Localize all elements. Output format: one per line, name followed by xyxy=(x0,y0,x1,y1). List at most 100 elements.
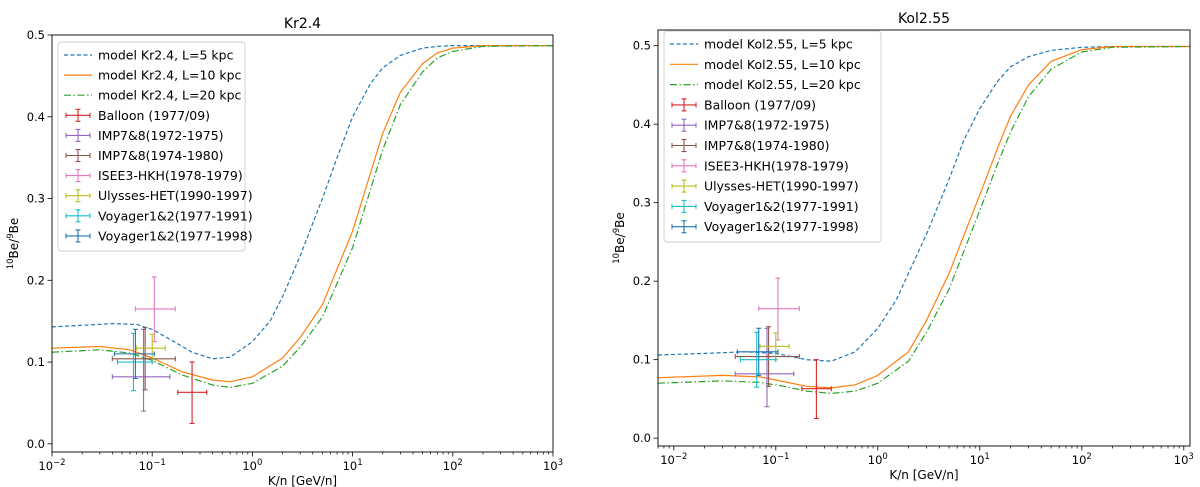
chart0-panel: Kr2.4 10−2 10−1 100 101 102 103 0.0 0.1 0.2 0.3 0.4… xyxy=(6,16,563,487)
chart1-legend-label: model Kol2.55, L=20 kpc xyxy=(704,77,861,92)
chart1-legend-entry: Voyager1&2(1977-1998) xyxy=(671,219,859,234)
chart1-datapoints xyxy=(734,277,832,420)
chart0-y-axis: 0.0 0.1 0.2 0.3 0.4 0.5 xyxy=(27,28,52,451)
chart1-legend-swatch xyxy=(671,118,697,132)
chart1-legend-label: ISEE3-HKH(1978-1979) xyxy=(704,158,849,173)
chart1-legend-label: Balloon (1977/09) xyxy=(704,97,816,112)
chart0-datapoint-4 xyxy=(136,333,166,363)
chart1-legend-label: IMP7&8(1972-1975) xyxy=(704,118,830,133)
chart1-legend-label: Ulysses-HET(1990-1997) xyxy=(704,179,859,194)
chart1-legend-entry: IMP7&8(1972-1975) xyxy=(671,118,830,133)
chart1-y-tick-label: 0.2 xyxy=(633,274,651,288)
chart1-legend-swatch xyxy=(671,98,697,112)
chart0-datapoints xyxy=(111,276,208,424)
chart1-curves xyxy=(658,45,1190,394)
chart1-legend-swatch xyxy=(671,159,697,173)
chart0-y-tick-label: 0.5 xyxy=(27,28,45,42)
chart0-legend-box xyxy=(57,41,246,252)
chart1-legend: model Kol2.55, L=5 kpc model Kol2.55, L=1… xyxy=(663,30,882,243)
chart0-legend-entry: IMP7&8(1972-1975) xyxy=(65,128,224,143)
chart0-legend-swatch xyxy=(65,128,91,142)
chart0-series-1-line xyxy=(52,44,553,383)
chart0-legend-entry: model Kr2.4, L=20 kpc xyxy=(64,88,242,103)
chart0-y-axis-title: 10Be/9Be xyxy=(6,218,21,270)
chart1-datapoint-1 xyxy=(734,327,795,408)
chart1-legend-swatch xyxy=(671,220,697,234)
chart1-y-tick-label: 0.5 xyxy=(633,39,651,53)
chart0-datapoint-2 xyxy=(111,327,176,391)
chart1-x-tick-label: 10−1 xyxy=(762,452,789,467)
chart0-x-tick-label: 10−1 xyxy=(139,458,166,473)
chart0-y-tick-label: 0.1 xyxy=(27,355,45,369)
chart1-x-axis-title: K/n [GeV/n] xyxy=(889,468,958,482)
chart0-legend-entry: Voyager1&2(1977-1991) xyxy=(65,208,253,223)
chart0-legend-label: model Kr2.4, L=5 kpc xyxy=(98,48,234,63)
chart0-x-tick-label: 10−2 xyxy=(38,458,65,473)
chart1-x-tick-label: 102 xyxy=(1072,452,1092,467)
chart0-legend-label: Voyager1&2(1977-1991) xyxy=(98,208,253,223)
chart1-legend-swatch xyxy=(671,138,697,153)
chart0-title: Kr2.4 xyxy=(284,16,321,32)
chart0-legend-label: ISEE3-HKH(1978-1979) xyxy=(98,168,243,183)
chart0-legend-entry: Balloon (1977/09) xyxy=(65,108,210,123)
chart1-y-tick-label: 0.4 xyxy=(633,117,651,131)
chart0-frame xyxy=(51,34,554,453)
chart0-series-0-line xyxy=(52,44,553,360)
chart0-legend-label: model Kr2.4, L=10 kpc xyxy=(98,68,242,83)
chart0-legend-entry: model Kr2.4, L=10 kpc xyxy=(64,68,242,83)
chart0-legend-entry: ISEE3-HKH(1978-1979) xyxy=(65,168,243,183)
chart1-legend-entry: IMP7&8(1974-1980) xyxy=(671,138,830,153)
chart1-legend-entry: Ulysses-HET(1990-1997) xyxy=(671,179,859,194)
chart1-legend-swatch xyxy=(671,179,697,193)
chart1-legend-label: IMP7&8(1974-1980) xyxy=(704,138,830,153)
chart1-y-axis: 0.0 0.1 0.2 0.3 0.4 0.5 xyxy=(633,39,658,445)
chart0-legend: model Kr2.4, L=5 kpc model Kr2.4, L=10 kp… xyxy=(57,41,253,252)
chart0-legend-entry: Ulysses-HET(1990-1997) xyxy=(65,188,253,203)
chart1-x-tick-label: 10−2 xyxy=(660,452,687,467)
chart1-datapoint-0 xyxy=(801,359,832,420)
chart0-legend-swatch xyxy=(65,229,91,243)
chart1-y-tick-label: 0.0 xyxy=(633,431,651,445)
chart0-legend-swatch xyxy=(65,108,91,122)
chart0-datapoint-0 xyxy=(177,361,208,424)
chart0-legend-label: IMP7&8(1972-1975) xyxy=(98,128,224,143)
chart0-legend-label: IMP7&8(1974-1980) xyxy=(98,148,224,163)
chart1-x-tick-label: 100 xyxy=(868,452,888,467)
chart0-x-axis: 10−2 10−1 100 101 102 103 xyxy=(38,452,563,473)
chart0-datapoint-6 xyxy=(113,328,155,379)
chart1-y-tick-label: 0.1 xyxy=(633,353,651,367)
chart0-curves xyxy=(52,44,553,388)
chart0-legend-swatch xyxy=(65,189,91,203)
chart0-legend-entry: IMP7&8(1974-1980) xyxy=(65,148,224,163)
chart1-datapoint-6 xyxy=(736,327,779,376)
chart0-legend-swatch xyxy=(65,148,91,163)
chart1-series-1-line xyxy=(658,45,1190,389)
chart1-legend-box xyxy=(663,30,882,243)
chart1-legend-entry: model Kol2.55, L=5 kpc xyxy=(670,37,853,52)
chart0-x-axis-title: K/n [GeV/n] xyxy=(268,474,337,487)
chart1-y-tick-label: 0.3 xyxy=(633,196,651,210)
chart1-y-axis-title: 10Be/9Be xyxy=(612,212,627,264)
chart1-series-2-line xyxy=(658,45,1190,394)
chart1-datapoint-2 xyxy=(734,326,800,387)
chart1-x-axis: 10−2 10−1 100 101 102 103 xyxy=(657,446,1194,467)
chart1-legend-entry: model Kol2.55, L=10 kpc xyxy=(670,57,861,72)
chart1-datapoint-3 xyxy=(758,277,800,341)
chart1-datapoint-5 xyxy=(739,331,777,388)
chart1-frame xyxy=(657,29,1191,447)
chart0-datapoint-1 xyxy=(111,328,171,412)
chart1-legend-entry: Voyager1&2(1977-1991) xyxy=(671,199,859,214)
chart0-legend-entry: model Kr2.4, L=5 kpc xyxy=(64,48,234,63)
chart1-legend-label: Voyager1&2(1977-1998) xyxy=(704,219,859,234)
chart0-datapoint-3 xyxy=(134,276,176,343)
chart0-y-tick-label: 0.2 xyxy=(27,273,45,287)
chart1-x-tick-label: 103 xyxy=(1174,452,1194,467)
chart1-legend-entry: ISEE3-HKH(1978-1979) xyxy=(671,158,849,173)
chart0-legend-entry: Voyager1&2(1977-1998) xyxy=(65,228,253,243)
chart0-datapoint-5 xyxy=(116,332,153,392)
chart0-y-tick-label: 0.3 xyxy=(27,192,45,206)
chart0-legend-label: Balloon (1977/09) xyxy=(98,108,210,123)
chart1-legend-label: Voyager1&2(1977-1991) xyxy=(704,199,859,214)
